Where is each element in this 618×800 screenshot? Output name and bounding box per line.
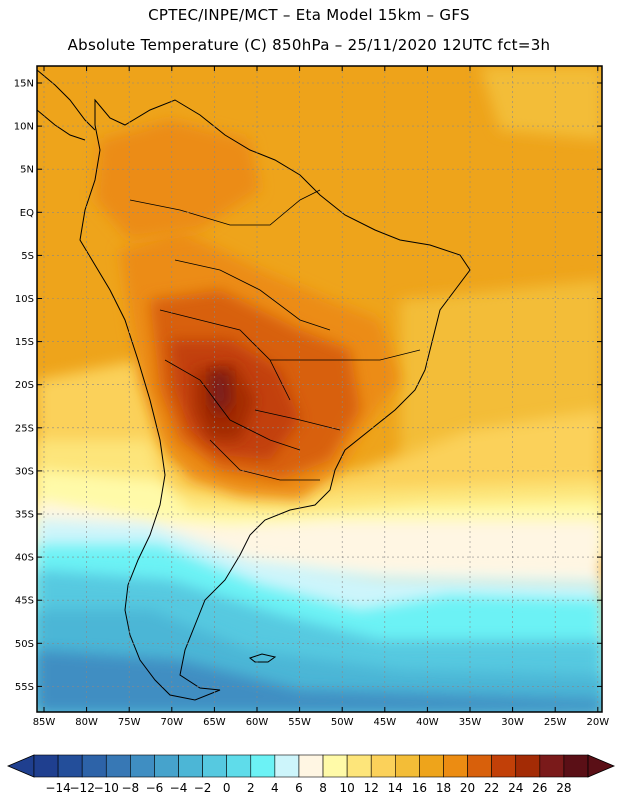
south-america-coastline [79,98,471,701]
field-band-26-28 [210,370,232,418]
lon-label-30w: 30W [501,717,524,728]
lon-label-75w: 75W [118,717,141,728]
lon-label-60w: 60W [246,717,269,728]
lat-label-50s: 50S [15,639,34,650]
central-america-coastline [37,69,96,141]
colorbar-tick-label: 24 [508,781,523,795]
colorbar-swatch [346,754,372,778]
colorbar-swatch [491,754,517,778]
field-north-sea [37,66,602,110]
colorbar-tick-label: −4 [170,781,188,795]
chart-title: CPTEC/INPE/MCT – Eta Model 15km – GFS [148,6,470,24]
lat-label-5s: 5S [21,251,34,262]
country-borders [129,189,421,481]
colorbar-swatch [105,754,131,778]
lat-label-45s: 45S [15,596,34,607]
colorbar-arrow-right [587,754,616,778]
colorbar-swatch [298,754,324,778]
colorbar-tick-label: 10 [339,781,354,795]
colorbar-swatch [154,754,179,778]
longitude-labels: 85W 80W 75W 70W 65W 60W 55W 50W 45W 40W 35W 30W 25W 2… [33,717,610,728]
colorbar-swatch [250,754,276,778]
lat-label-20s: 20S [15,380,34,391]
colorbar-tick-label: −14 [45,781,70,795]
lat-label-35s: 35S [15,510,34,521]
colorbar-swatch [57,754,83,778]
lat-label-15n: 15N [14,79,34,90]
colorbar-tick-label: 4 [271,781,279,795]
lat-label-10n: 10N [14,122,34,133]
colorbar-swatch [563,754,589,778]
colorbar-tick-label: −6 [146,781,164,795]
axis-ticks [37,66,602,712]
lon-label-85w: 85W [33,717,56,728]
temperature-field [37,66,602,712]
colorbar-tick-label: 20 [460,781,475,795]
colorbar-swatch [467,754,492,778]
colorbar-swatch [539,754,565,778]
map-frame [36,65,603,713]
colorbar-swatch [226,754,252,778]
field-north-18-20 [95,120,260,240]
colorbar-swatch [443,754,468,778]
colorbar-swatch [515,754,541,778]
falkland-islands [248,653,277,663]
colorbar-tick-label: 22 [484,781,499,795]
lat-label-30s: 30S [15,466,34,477]
colorbar-arrow-left [6,754,35,778]
coastlines [37,69,471,701]
lat-label-10s: 10S [15,294,34,305]
lat-label-15s: 15S [15,337,34,348]
colorbar-tick-label: 28 [556,781,571,795]
lon-label-40w: 40W [416,717,439,728]
colorbar-tick-label: 2 [247,781,255,795]
lon-label-70w: 70W [160,717,183,728]
colorbar-swatch [322,754,348,778]
colorbar-swatch [370,754,396,778]
field-ocean-14-16 [400,280,602,460]
colorbar-swatch [419,754,444,778]
colorbar-swatch [395,754,420,778]
colorbar-labels: −14−12−10 −8 −6 −4 −2 0 2 4 6 8 10 12 14 16 18 20 22 24 26… [45,781,571,795]
latitude-labels: 15N 10N 5N EQ 5S 10S 15S 20S 25S 30S 35S 40S 45S 50S 5… [14,79,34,693]
lon-label-45w: 45W [373,717,396,728]
colorbar-swatch [130,754,155,778]
colorbar-tick-label: 14 [388,781,403,795]
colorbar-tick-label: 26 [532,781,547,795]
lon-label-55w: 55W [288,717,311,728]
colorbar-tick-label: −10 [94,781,119,795]
graticule [37,66,602,712]
lon-label-25w: 25W [544,717,567,728]
colorbar-tick-label: −8 [121,781,139,795]
chart-subtitle: Absolute Temperature (C) 850hPa – 25/11/… [67,36,551,54]
lat-label-5n: 5N [20,165,34,176]
lon-label-80w: 80W [75,717,98,728]
colorbar-swatch [274,754,300,778]
lat-label-25s: 25S [15,423,34,434]
field-ne-14-16 [480,66,602,140]
lon-label-35w: 35W [459,717,482,728]
colorbar-tick-label: 0 [223,781,231,795]
lon-label-65w: 65W [203,717,226,728]
colorbar [6,754,616,778]
lat-label-55s: 55S [15,682,34,693]
colorbar-tick-label: 16 [412,781,427,795]
colorbar-tick-label: −2 [194,781,212,795]
colorbar-swatch [202,754,227,778]
lat-label-eq: EQ [20,208,34,219]
colorbar-tick-label: 12 [364,781,379,795]
colorbar-swatch [33,754,59,778]
colorbar-tick-label: −12 [70,781,95,795]
colorbar-tick-label: 8 [319,781,327,795]
colorbar-tick-label: 18 [436,781,451,795]
lat-label-40s: 40S [15,553,34,564]
colorbar-swatch [178,754,203,778]
colorbar-swatch [81,754,107,778]
lon-label-50w: 50W [331,717,354,728]
lon-label-20w: 20W [586,717,609,728]
colorbar-tick-label: 6 [295,781,303,795]
